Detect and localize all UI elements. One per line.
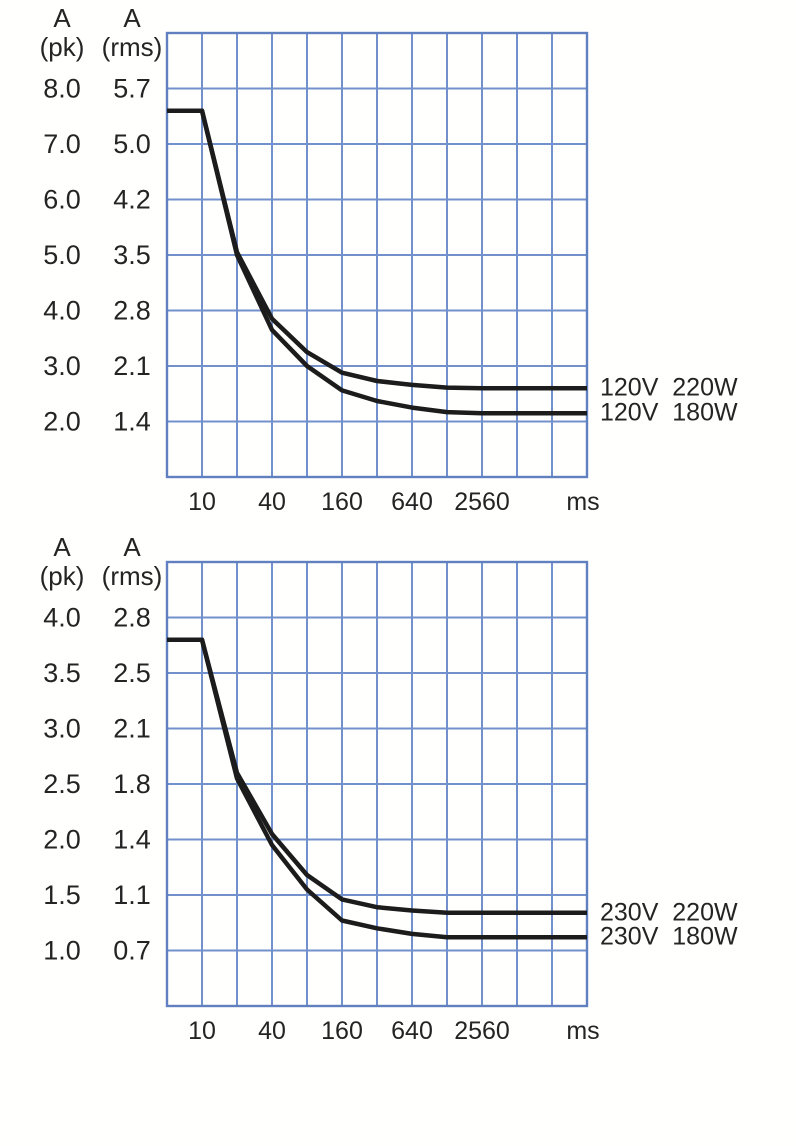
y-axis-pk-header: A <box>53 532 71 562</box>
y-tick-pk: 4.0 <box>43 296 81 326</box>
inrush-chart-230v-svg: A(pk)A(rms)4.03.53.02.52.01.51.02.82.52.… <box>40 532 600 1045</box>
y-tick-pk: 2.5 <box>43 769 81 799</box>
y-tick-pk: 5.0 <box>43 240 81 270</box>
x-tick: 40 <box>258 488 286 516</box>
curve-label-120v-220w: 120V 220W <box>600 373 738 402</box>
y-tick-pk: 6.0 <box>43 185 81 215</box>
curve-120v-180w <box>167 108 587 416</box>
y-tick-rms: 2.5 <box>113 658 151 688</box>
x-tick: 640 <box>391 488 433 516</box>
x-tick: 40 <box>258 1017 286 1045</box>
grid <box>166 32 588 478</box>
curve-label-120v-180w: 120V 180W <box>600 398 738 427</box>
y-tick-rms: 5.7 <box>113 74 151 104</box>
curve-label-230v-180w: 230V 180W <box>600 922 738 951</box>
y-tick-rms: 2.8 <box>113 296 151 326</box>
inrush-chart-230v: A (pk) A (rms) 4.0 3.5 3.0 2.5 2.0 1.5 1.0 2.8 2.5 2.… <box>0 529 796 1059</box>
y-axis-rms-header: A <box>123 3 141 33</box>
y-tick-pk: 3.0 <box>43 351 81 381</box>
x-tick: 160 <box>321 488 363 516</box>
y-tick-rms: 2.8 <box>113 603 151 633</box>
plot-border <box>165 560 589 1008</box>
x-tick: 640 <box>391 1017 433 1045</box>
y-tick-rms: 2.1 <box>113 714 151 744</box>
y-tick-rms: 1.4 <box>113 407 151 437</box>
x-tick: 10 <box>188 488 216 516</box>
y-tick-pk: 3.5 <box>43 658 81 688</box>
y-tick-rms: 4.2 <box>113 185 151 215</box>
x-tick: 10 <box>188 1017 216 1045</box>
x-axis-unit: ms <box>566 488 599 516</box>
y-tick-rms: 5.0 <box>113 129 151 159</box>
plot-border <box>165 31 589 479</box>
y-tick-pk: 7.0 <box>43 129 81 159</box>
y-axis-pk-header: A <box>53 3 71 33</box>
y-tick-pk: 1.5 <box>43 880 81 910</box>
y-axis-rms-header-sub: (rms) <box>102 32 163 62</box>
x-tick: 2560 <box>454 488 510 516</box>
y-tick-rms: 1.4 <box>113 825 151 855</box>
y-tick-pk: 3.0 <box>43 714 81 744</box>
y-tick-pk: 2.0 <box>43 407 81 437</box>
y-axis-pk-header-sub: (pk) <box>40 32 85 62</box>
y-axis-pk-header-sub: (pk) <box>40 561 85 591</box>
y-tick-rms: 2.1 <box>113 351 151 381</box>
inrush-chart-120v: A (pk) A (rms) 8.0 7.0 6.0 5.0 4.0 3.0 2.0 5.7 5.0 4.… <box>0 0 796 530</box>
inrush-chart-120v-svg: A(pk)A(rms)8.07.06.05.04.03.02.05.75.04.… <box>40 3 600 516</box>
y-axis-rms-header-sub: (rms) <box>102 561 163 591</box>
y-tick-pk: 1.0 <box>43 936 81 966</box>
curve-label-230v-220w: 230V 220W <box>600 898 738 927</box>
y-tick-pk: 4.0 <box>43 603 81 633</box>
y-tick-rms: 0.7 <box>113 936 151 966</box>
curve-230v-180w <box>167 637 587 940</box>
y-tick-pk: 2.0 <box>43 825 81 855</box>
x-tick: 160 <box>321 1017 363 1045</box>
x-axis-unit: ms <box>566 1017 599 1045</box>
y-tick-pk: 8.0 <box>43 74 81 104</box>
y-tick-rms: 1.8 <box>113 769 151 799</box>
y-axis-rms-header: A <box>123 532 141 562</box>
y-tick-rms: 1.1 <box>113 880 151 910</box>
y-tick-rms: 3.5 <box>113 240 151 270</box>
x-tick: 2560 <box>454 1017 510 1045</box>
